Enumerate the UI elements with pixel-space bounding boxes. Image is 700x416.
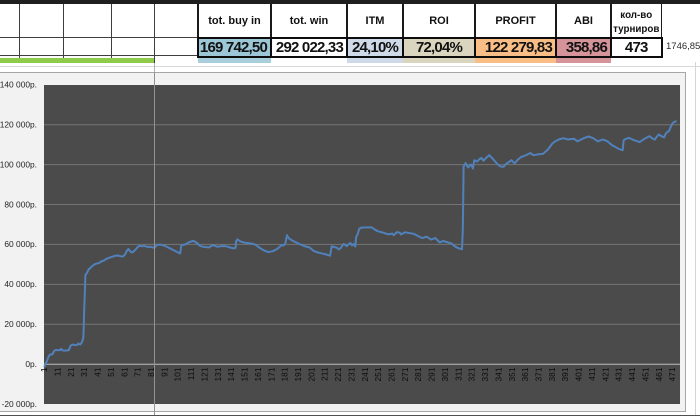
- svg-text:0р.: 0р.: [25, 359, 37, 369]
- svg-text:221: 221: [333, 367, 343, 381]
- svg-text:11: 11: [53, 367, 63, 376]
- svg-text:451: 451: [640, 367, 650, 381]
- svg-text:281: 281: [413, 367, 423, 381]
- svg-text:311: 311: [453, 367, 463, 381]
- svg-text:21: 21: [66, 367, 76, 377]
- svg-text:191: 191: [293, 367, 303, 381]
- svg-text:331: 331: [480, 367, 490, 381]
- svg-text:301: 301: [440, 367, 450, 381]
- svg-text:101: 101: [173, 367, 183, 381]
- svg-text:100 000р.: 100 000р.: [0, 159, 37, 169]
- svg-text:171: 171: [266, 367, 276, 381]
- svg-text:181: 181: [280, 367, 290, 381]
- svg-text:341: 341: [493, 367, 503, 381]
- svg-text:241: 241: [360, 367, 370, 381]
- svg-text:51: 51: [106, 367, 116, 377]
- svg-text:411: 411: [587, 367, 597, 381]
- svg-text:20 000р.: 20 000р.: [4, 319, 37, 329]
- svg-text:461: 461: [654, 367, 664, 381]
- svg-text:471: 471: [667, 367, 677, 381]
- svg-text:141: 141: [226, 367, 236, 381]
- svg-text:71: 71: [133, 367, 143, 377]
- svg-text:371: 371: [534, 367, 544, 381]
- svg-text:231: 231: [346, 367, 356, 381]
- svg-text:161: 161: [253, 367, 263, 381]
- svg-text:201: 201: [306, 367, 316, 381]
- svg-text:251: 251: [373, 367, 383, 381]
- svg-text:151: 151: [240, 367, 250, 381]
- svg-text:140 000р.: 140 000р.: [0, 80, 37, 90]
- svg-text:120 000р.: 120 000р.: [0, 120, 37, 130]
- svg-text:381: 381: [547, 367, 557, 381]
- svg-text:1: 1: [39, 367, 49, 372]
- svg-text:361: 361: [520, 367, 530, 381]
- svg-text:81: 81: [146, 367, 156, 377]
- svg-text:131: 131: [213, 367, 223, 381]
- svg-text:441: 441: [627, 367, 637, 381]
- svg-text:31: 31: [79, 367, 89, 377]
- svg-text:91: 91: [159, 367, 169, 377]
- svg-text:291: 291: [427, 367, 437, 381]
- svg-text:-20 000р.: -20 000р.: [2, 399, 37, 409]
- svg-text:431: 431: [614, 367, 624, 381]
- svg-text:351: 351: [507, 367, 517, 381]
- svg-text:60 000р.: 60 000р.: [4, 239, 37, 249]
- svg-text:421: 421: [600, 367, 610, 381]
- svg-text:61: 61: [119, 367, 129, 377]
- svg-text:80 000р.: 80 000р.: [4, 199, 37, 209]
- svg-text:401: 401: [574, 367, 584, 381]
- svg-text:391: 391: [560, 367, 570, 381]
- svg-text:121: 121: [199, 367, 209, 381]
- svg-text:261: 261: [387, 367, 397, 381]
- svg-text:321: 321: [467, 367, 477, 381]
- svg-text:211: 211: [320, 367, 330, 381]
- svg-text:41: 41: [93, 367, 103, 377]
- svg-text:40 000р.: 40 000р.: [4, 279, 37, 289]
- svg-text:111: 111: [186, 367, 196, 380]
- svg-text:271: 271: [400, 367, 410, 381]
